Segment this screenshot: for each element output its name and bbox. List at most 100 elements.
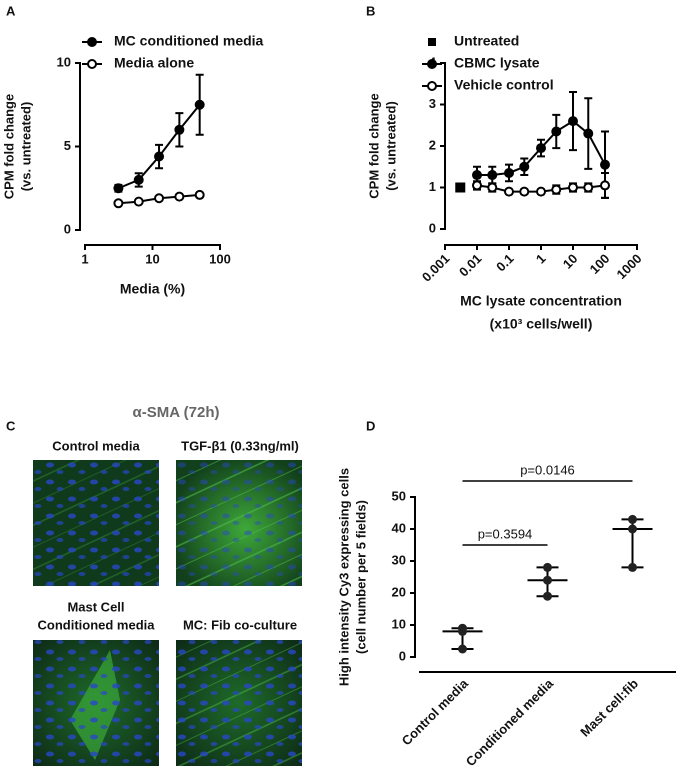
marker (194, 189, 205, 200)
panel-label: D (366, 418, 375, 433)
marker (519, 186, 530, 197)
marker (154, 193, 165, 204)
panel-title: α-SMA (72h) (133, 404, 220, 421)
y-tick-label: 30 (392, 552, 406, 567)
marker (487, 170, 498, 181)
x-tick-label: 1 (533, 251, 549, 267)
marker (568, 182, 578, 193)
y-axis-label: High intensity Cy3 expressing cells (336, 468, 351, 686)
panel-label: A (6, 3, 16, 18)
legend-label: Vehicle control (454, 77, 554, 93)
legend-label: Media alone (114, 55, 194, 71)
micrograph-nuclei (176, 640, 302, 766)
dot (543, 591, 552, 601)
y-tick-label: 5 (64, 138, 71, 153)
annotation: p=0.0146 (520, 462, 575, 477)
marker (600, 180, 610, 191)
legend-marker (427, 81, 437, 91)
micrograph-nuclei (33, 640, 159, 766)
micrograph-nuclei (176, 460, 302, 586)
legend-marker (428, 38, 436, 46)
y-tick-label: 10 (392, 616, 406, 631)
image-label: MC: Fib co-culture (183, 617, 297, 632)
y-tick-label: 2 (429, 137, 436, 152)
y-tick-label: 20 (392, 584, 406, 599)
micrographs (33, 460, 302, 766)
y-tick-label: 1 (429, 179, 436, 194)
marker (174, 124, 185, 135)
x-tick-label: 10 (145, 251, 159, 266)
dot (628, 524, 637, 534)
dot (458, 626, 467, 636)
image-label: TGF-β1 (0.33ng/ml) (181, 438, 299, 453)
dot (543, 562, 552, 572)
y-axis-label: CPM fold change (366, 93, 381, 198)
x-tick-label: 0.1 (493, 251, 516, 274)
marker (504, 186, 514, 197)
y-tick-label: 0 (64, 221, 71, 236)
y-tick-label: 50 (392, 488, 406, 503)
y-tick-label: 3 (429, 96, 436, 111)
marker (472, 180, 482, 191)
marker (583, 128, 594, 139)
marker (536, 186, 546, 197)
legend-label: MC conditioned media (114, 33, 264, 49)
x-tick-label: Mast cell:fib (577, 676, 641, 740)
x-axis-label: (x10³ cells/well) (490, 316, 593, 332)
annotation: p=0.3594 (478, 526, 533, 541)
marker (600, 159, 610, 170)
marker (583, 182, 594, 193)
x-tick-label: 100 (587, 251, 613, 277)
dot (458, 644, 467, 654)
x-tick-label: Control media (399, 675, 472, 748)
dot (543, 575, 552, 585)
marker (113, 183, 124, 194)
legend-marker (427, 59, 437, 69)
y-axis-label: (vs. untreated) (18, 102, 33, 192)
x-axis-label: Media (%) (120, 281, 185, 297)
marker (551, 126, 562, 137)
panel-label: B (366, 3, 375, 18)
x-tick-label: Conditioned media (463, 675, 557, 769)
dot (628, 514, 637, 524)
x-tick-label: 100 (209, 251, 231, 266)
marker (504, 167, 514, 178)
y-tick-label: 10 (57, 54, 71, 69)
x-tick-label: 10 (560, 251, 581, 272)
image-label: Conditioned media (38, 617, 156, 632)
legend-label: CBMC lysate (454, 55, 540, 71)
x-tick-label: 0.001 (419, 251, 453, 285)
marker (194, 99, 205, 110)
marker (487, 182, 498, 193)
marker (568, 116, 578, 127)
marker (519, 161, 530, 172)
y-tick-label: 0 (429, 220, 436, 235)
dot (628, 562, 637, 572)
marker (551, 184, 562, 195)
y-axis-label: CPM fold change (1, 94, 16, 199)
micrograph-nuclei (33, 460, 159, 586)
marker (536, 143, 546, 154)
x-tick-label: 1000 (613, 251, 644, 282)
marker (174, 191, 185, 202)
marker (455, 182, 466, 193)
legend-marker (87, 37, 97, 47)
image-label: Mast Cell (67, 599, 124, 614)
marker (472, 170, 482, 181)
x-axis-label: MC lysate concentration (460, 293, 622, 309)
marker (133, 174, 144, 185)
marker (154, 151, 165, 162)
x-tick-label: 0.01 (456, 251, 485, 280)
y-axis-label: (cell number per 5 fields) (353, 500, 368, 654)
legend-label: Untreated (454, 33, 519, 49)
y-tick-label: 0 (399, 648, 406, 663)
image-label: Control media (52, 438, 140, 453)
y-tick-label: 40 (392, 520, 406, 535)
legend-marker (87, 59, 97, 69)
marker (133, 196, 144, 207)
x-tick-label: 1 (81, 251, 88, 266)
panel-label: C (6, 418, 16, 433)
y-axis-label: (vs. untreated) (383, 101, 398, 191)
marker (113, 198, 124, 209)
